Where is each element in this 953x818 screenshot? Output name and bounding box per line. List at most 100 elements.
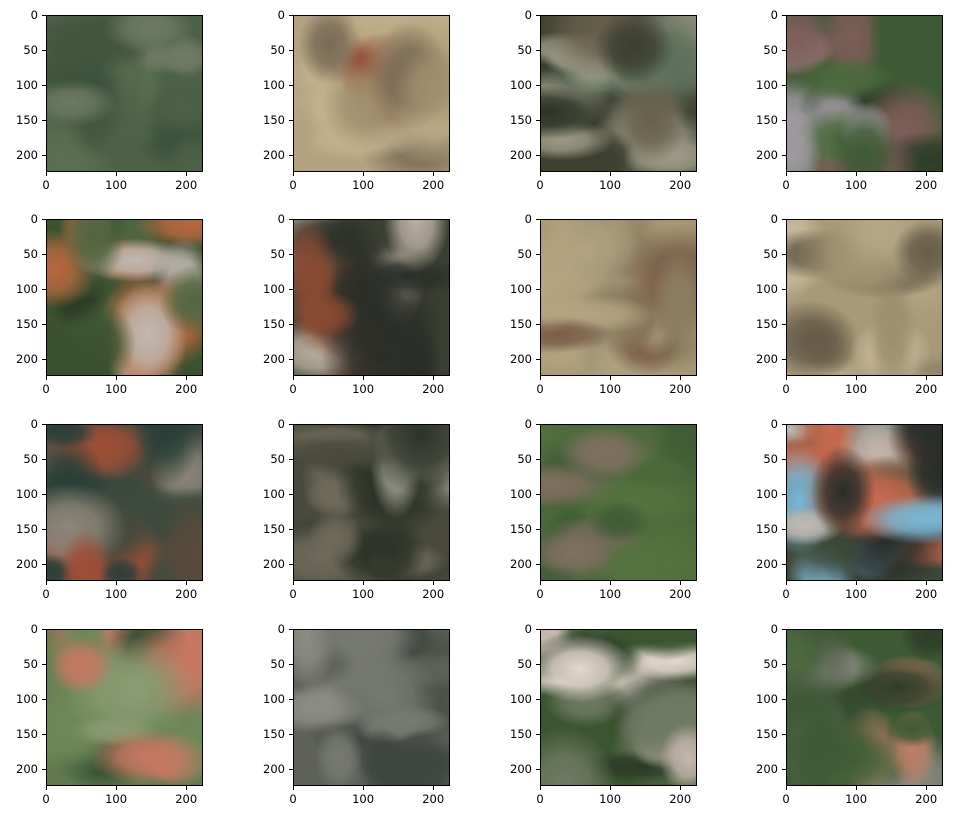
y-tick-mark xyxy=(536,459,540,461)
y-tick-mark xyxy=(42,629,46,630)
x-tick-mark xyxy=(433,786,435,790)
y-tick-label: 50 xyxy=(763,452,778,467)
x-tick-mark xyxy=(46,786,47,790)
y-tick-mark xyxy=(42,254,46,256)
y-tick-mark xyxy=(42,424,46,425)
y-tick-label: 100 xyxy=(263,282,285,297)
y-tick-mark xyxy=(42,120,46,122)
y-tick-mark xyxy=(536,85,540,87)
x-tick-mark xyxy=(680,581,682,585)
y-tick-label: 100 xyxy=(510,692,532,707)
y-tick-label: 0 xyxy=(524,8,532,22)
y-tick-label: 100 xyxy=(263,78,285,93)
y-tick-mark xyxy=(289,734,293,736)
y-tick-label: 50 xyxy=(763,657,778,672)
y-tick-mark xyxy=(42,15,46,16)
y-tick-label: 50 xyxy=(23,247,38,262)
y-tick-label: 100 xyxy=(16,487,38,502)
y-tick-mark xyxy=(536,219,540,220)
y-tick-label: 100 xyxy=(510,282,532,297)
panel-4-2: 0 50 100 150 200 0 100 200 xyxy=(263,622,450,806)
x-tick-mark xyxy=(786,376,787,380)
generated-image xyxy=(293,15,450,172)
y-tick-label: 50 xyxy=(517,657,532,672)
y-tick-label: 100 xyxy=(16,282,38,297)
panel-3-2: 0 50 100 150 200 0 100 200 xyxy=(263,417,450,601)
y-tick-mark xyxy=(289,359,293,361)
y-tick-label: 150 xyxy=(756,113,778,128)
y-tick-mark xyxy=(536,424,540,425)
y-tick-label: 150 xyxy=(510,113,532,128)
x-tick-label: 100 xyxy=(105,792,128,806)
x-tick-label: 200 xyxy=(669,587,692,601)
y-tick-mark xyxy=(42,85,46,87)
generated-image xyxy=(293,424,450,581)
y-tick-label: 200 xyxy=(756,762,778,777)
x-tick-label: 200 xyxy=(422,587,445,601)
y-tick-mark xyxy=(782,359,786,361)
x-tick-label: 200 xyxy=(915,178,938,192)
y-tick-label: 0 xyxy=(30,212,38,226)
y-tick-label: 100 xyxy=(756,487,778,502)
y-tick-mark xyxy=(782,120,786,122)
y-tick-mark xyxy=(782,664,786,666)
y-tick-mark xyxy=(289,424,293,425)
x-tick-mark xyxy=(926,581,928,585)
x-tick-label: 0 xyxy=(782,587,790,601)
y-tick-mark xyxy=(42,699,46,701)
x-tick-mark xyxy=(540,786,541,790)
y-tick-mark xyxy=(536,155,540,157)
x-tick-mark xyxy=(680,786,682,790)
x-tick-label: 100 xyxy=(599,178,622,192)
panel-4-3: 0 50 100 150 200 0 100 200 xyxy=(510,622,697,806)
x-tick-label: 0 xyxy=(536,792,544,806)
x-tick-mark xyxy=(610,172,612,176)
y-tick-mark xyxy=(536,120,540,122)
y-tick-mark xyxy=(782,769,786,771)
x-tick-label: 100 xyxy=(352,382,375,396)
x-tick-label: 0 xyxy=(42,178,50,192)
y-tick-mark xyxy=(289,664,293,666)
y-tick-mark xyxy=(289,155,293,157)
y-tick-mark xyxy=(42,529,46,531)
panel-2-2: 0 50 100 150 200 0 100 200 xyxy=(263,212,450,396)
y-tick-label: 150 xyxy=(756,522,778,537)
x-tick-mark xyxy=(610,376,612,380)
y-tick-mark xyxy=(536,324,540,326)
generated-image xyxy=(786,629,943,786)
generated-image xyxy=(46,424,203,581)
panel-3-4: 0 50 100 150 200 0 100 200 xyxy=(756,417,943,601)
generated-image xyxy=(786,219,943,376)
y-tick-mark xyxy=(536,734,540,736)
y-tick-mark xyxy=(536,699,540,701)
x-tick-label: 100 xyxy=(845,382,868,396)
y-tick-label: 50 xyxy=(763,43,778,58)
y-tick-mark xyxy=(536,629,540,630)
x-tick-label: 100 xyxy=(105,587,128,601)
x-tick-label: 200 xyxy=(175,382,198,396)
y-tick-label: 200 xyxy=(16,762,38,777)
x-tick-label: 0 xyxy=(536,382,544,396)
generated-image xyxy=(293,219,450,376)
generated-image xyxy=(786,424,943,581)
x-tick-mark xyxy=(363,786,365,790)
y-tick-label: 150 xyxy=(263,522,285,537)
y-tick-label: 0 xyxy=(277,622,285,636)
x-tick-label: 100 xyxy=(352,587,375,601)
y-tick-label: 200 xyxy=(510,352,532,367)
y-tick-label: 0 xyxy=(770,8,778,22)
y-tick-mark xyxy=(536,254,540,256)
x-tick-label: 100 xyxy=(845,792,868,806)
y-tick-mark xyxy=(782,699,786,701)
y-tick-label: 200 xyxy=(263,557,285,572)
y-tick-mark xyxy=(42,494,46,496)
panel-1-2: 0 50 100 150 200 0 100 200 xyxy=(263,8,450,192)
y-tick-label: 100 xyxy=(756,78,778,93)
x-tick-mark xyxy=(786,786,787,790)
y-tick-mark xyxy=(289,324,293,326)
y-tick-mark xyxy=(536,289,540,291)
x-tick-mark xyxy=(680,376,682,380)
y-tick-mark xyxy=(782,324,786,326)
x-tick-label: 0 xyxy=(42,587,50,601)
